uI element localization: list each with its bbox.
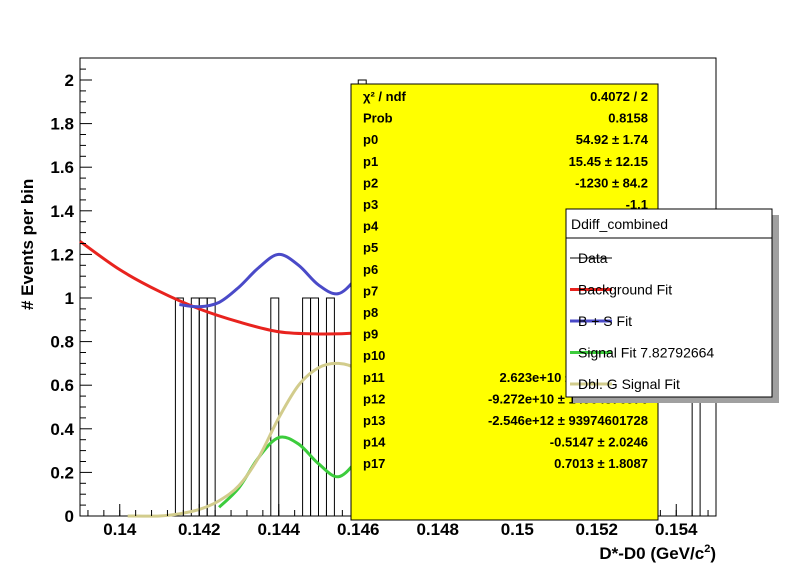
histogram-bin-7	[325, 297, 335, 517]
stats-label-10: p8	[363, 305, 378, 320]
stats-label-0: χ² / ndf	[363, 89, 407, 104]
y-tick-label-7: 1.4	[50, 202, 74, 221]
y-tick-label-9: 1.8	[50, 115, 74, 134]
stats-label-3: p1	[363, 154, 378, 169]
histogram-bin-3	[206, 297, 216, 517]
histogram-bin-6	[310, 297, 319, 517]
x-tick-label-2: 0.144	[257, 520, 300, 539]
stats-label-16: p14	[363, 435, 386, 450]
x-tick-label-0: 0.14	[103, 520, 137, 539]
legend-title: Ddiff_combined	[571, 216, 668, 232]
legend-label-4: Dbl. G Signal Fit	[578, 376, 680, 392]
stats-label-7: p5	[363, 240, 378, 255]
x-axis-title-sup: 2	[704, 543, 710, 555]
y-tick-label-8: 1.6	[50, 158, 74, 177]
stats-value-16: -0.5147 ± 2.0246	[550, 435, 648, 450]
y-tick-label-4: 0.8	[50, 333, 74, 352]
histogram-data	[174, 79, 701, 517]
y-tick-label-5: 1	[65, 289, 74, 308]
x-tick-label-6: 0.152	[575, 520, 618, 539]
y-axis-title: # Events per bin	[18, 179, 37, 310]
stats-value-15: -2.546e+12 ± 93974601728	[488, 413, 648, 428]
axes: 0 0.2 0.4 0.6 0.8 1 1.2 1.4 1.6 1.8 2 0.14 0.142 0.14…	[50, 68, 709, 539]
stats-label-4: p2	[363, 175, 378, 190]
stats-label-1: Prob	[363, 111, 393, 126]
x-tick-label-7: 0.154	[655, 520, 698, 539]
stats-label-2: p0	[363, 132, 378, 147]
legend-label-2: B + S Fit	[578, 313, 632, 329]
legend-label-0: Data	[578, 250, 608, 266]
x-tick-label-4: 0.148	[416, 520, 459, 539]
stats-value-5: -1.1	[626, 197, 648, 212]
stats-value-0: 0.4072 / 2	[590, 89, 648, 104]
y-tick-label-10: 2	[65, 71, 74, 90]
stats-value-1: 0.8158	[608, 111, 648, 126]
stats-value-4: -1230 ± 84.2	[575, 175, 648, 190]
stats-value-17: 0.7013 ± 1.8087	[554, 456, 648, 471]
stats-label-15: p13	[363, 413, 385, 428]
x-axis-title-close: )	[710, 544, 716, 563]
legend-label-3: Signal Fit 7.82792664	[578, 345, 714, 361]
x-tick-label-3: 0.146	[337, 520, 380, 539]
stats-label-11: p9	[363, 327, 378, 342]
y-tick-label-0: 0	[65, 507, 74, 526]
histogram-bin-4	[270, 297, 280, 517]
legend-label-1: Background Fit	[578, 282, 672, 298]
stats-label-17: p17	[363, 456, 385, 471]
x-tick-label-5: 0.15	[501, 520, 534, 539]
stats-label-8: p6	[363, 262, 378, 277]
legend-box	[565, 208, 773, 398]
y-tick-label-2: 0.4	[50, 420, 74, 439]
stats-label-12: p10	[363, 348, 385, 363]
stats-label-5: p3	[363, 197, 378, 212]
stats-label-6: p4	[363, 219, 379, 234]
y-tick-label-1: 0.2	[50, 463, 74, 482]
stats-label-9: p7	[363, 283, 378, 298]
x-tick-label-1: 0.142	[178, 520, 221, 539]
x-axis-title-main: D*-D0 (GeV/c	[599, 544, 704, 563]
y-tick-label-3: 0.6	[50, 376, 74, 395]
stats-value-2: 54.92 ± 1.74	[576, 132, 649, 147]
y-tick-label-6: 1.2	[50, 245, 74, 264]
stats-value-3: 15.45 ± 12.15	[569, 154, 648, 169]
x-axis-title: D*-D0 (GeV/c2)	[599, 543, 716, 563]
stats-label-14: p12	[363, 391, 385, 406]
legend: Ddiff_combined Data Background Fit B + S Fi…	[565, 208, 779, 403]
stats-label-13: p11	[363, 370, 385, 385]
histogram-bin-0	[174, 297, 184, 517]
